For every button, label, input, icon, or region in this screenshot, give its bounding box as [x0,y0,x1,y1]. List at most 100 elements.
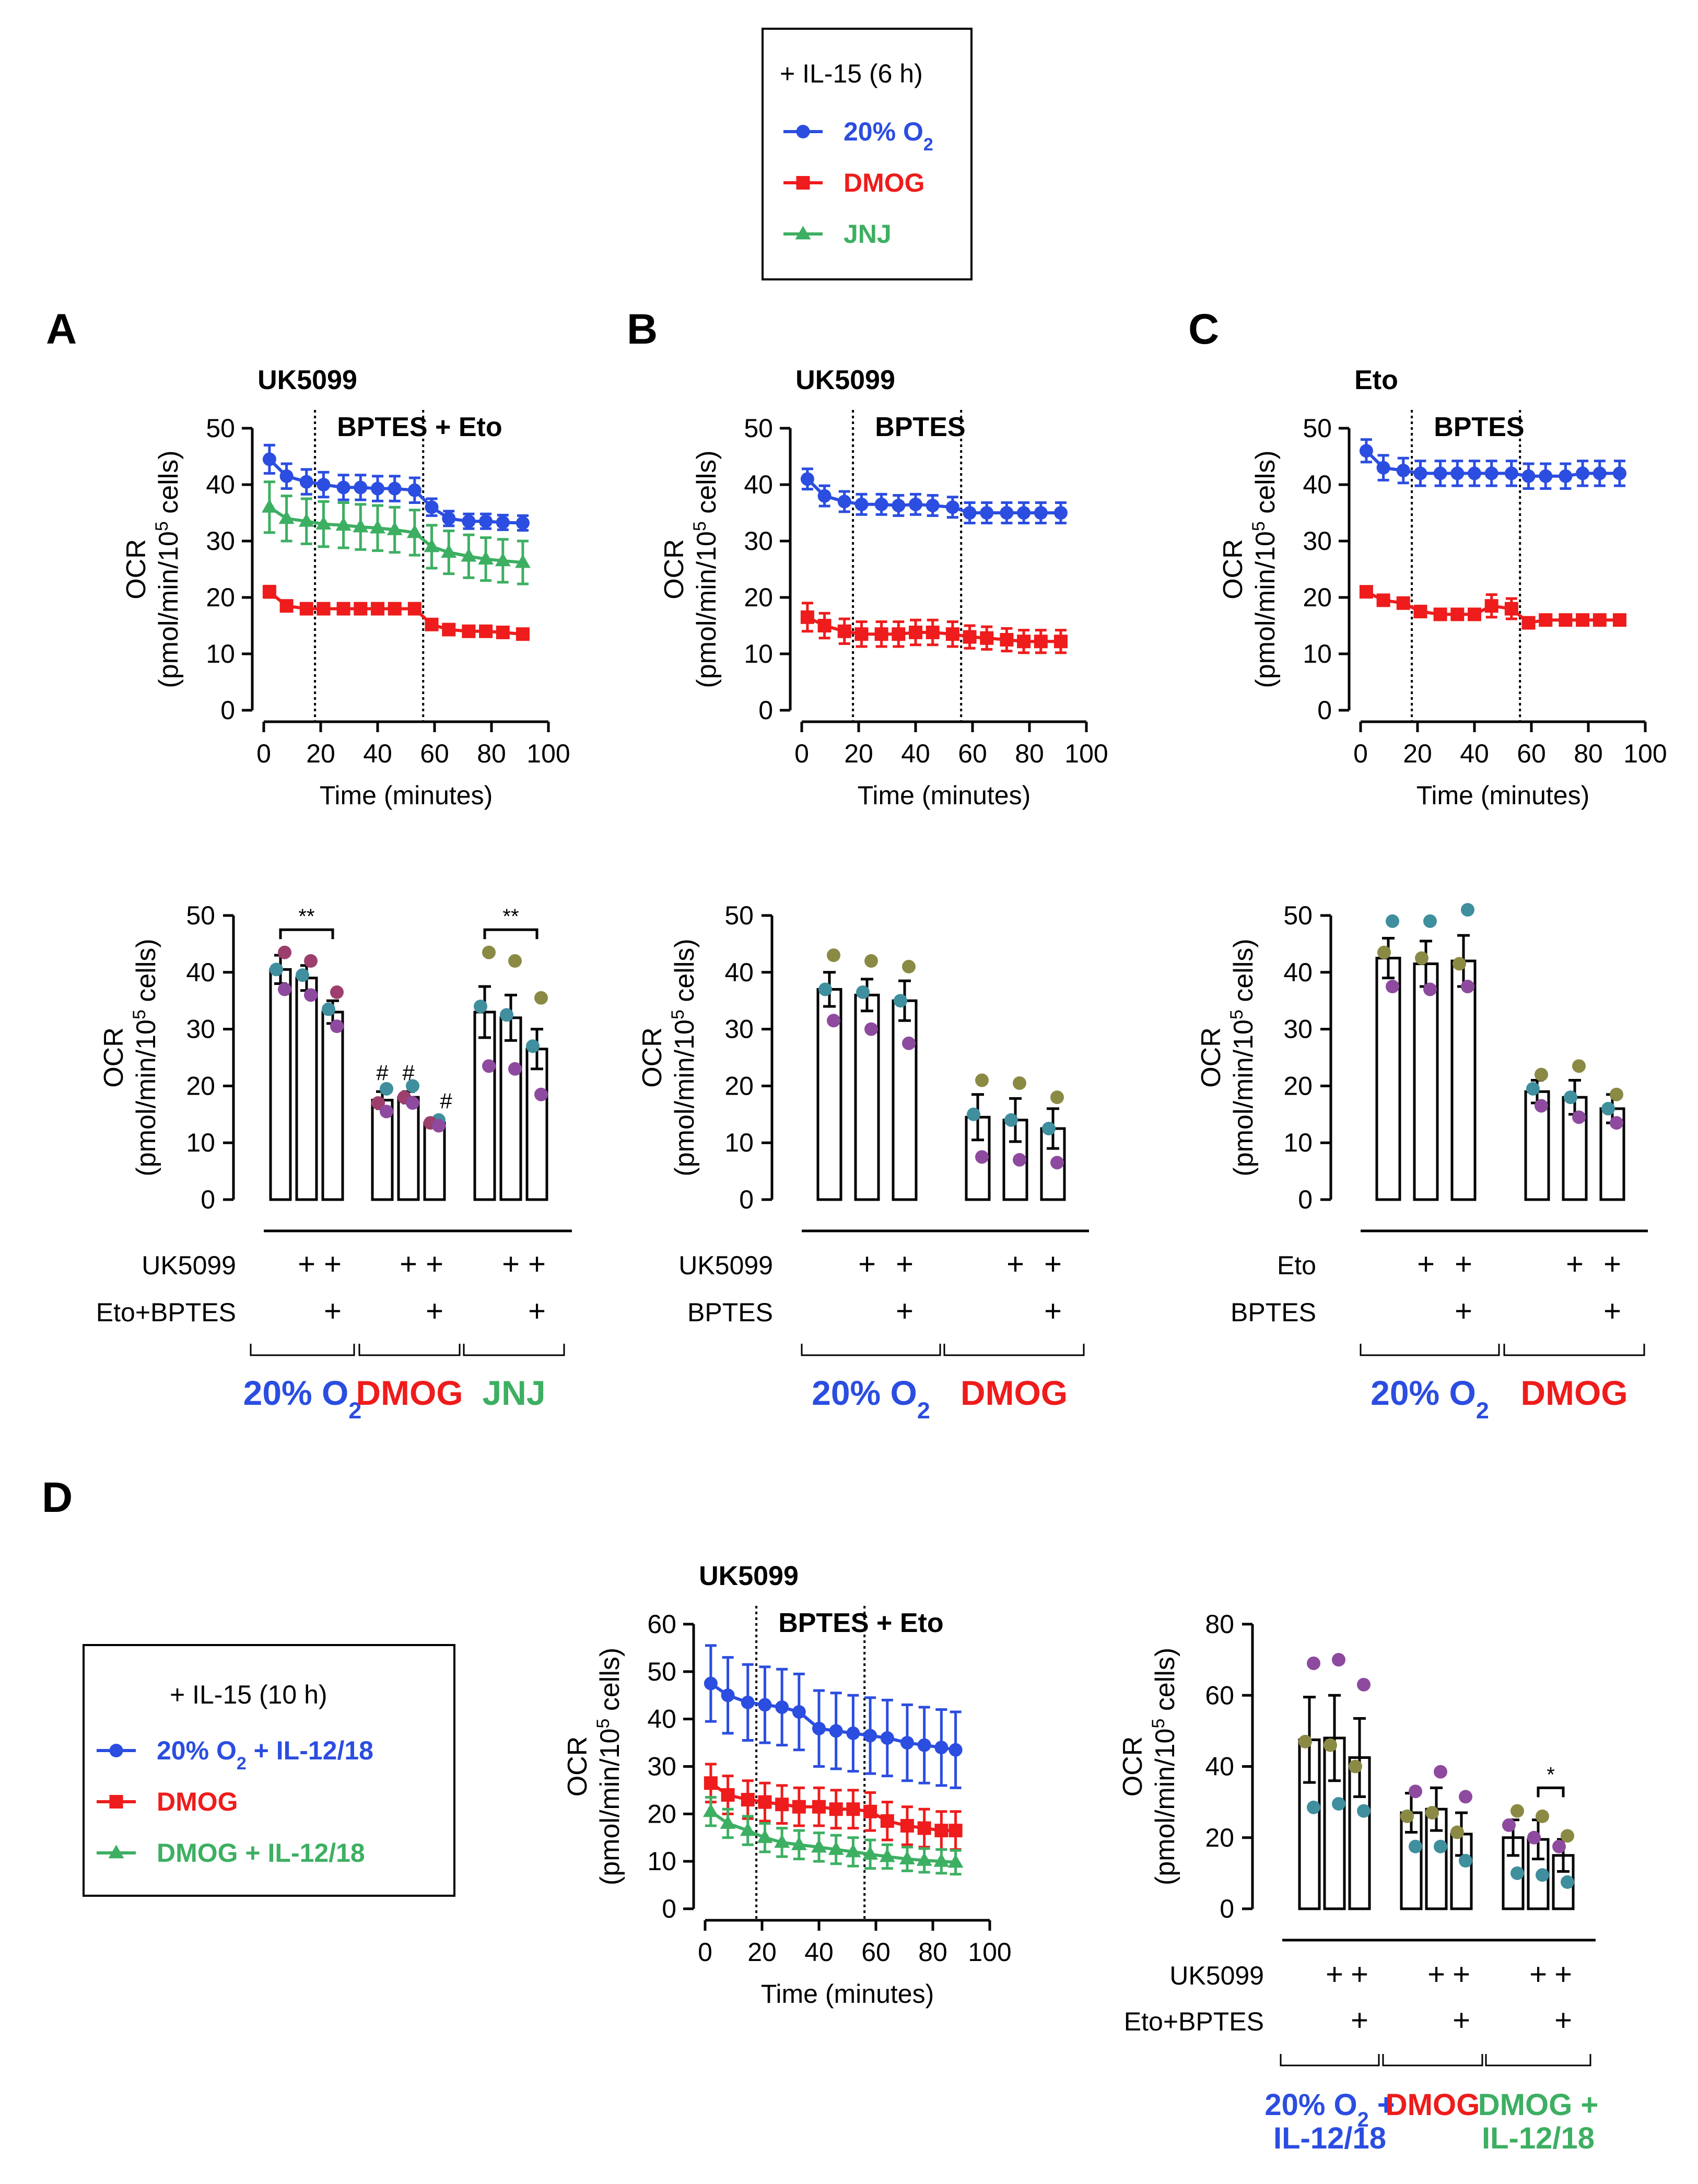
x-tick-label: 80 [1015,739,1044,768]
data-point [812,1800,826,1814]
data-point [371,482,384,496]
data-point [899,1851,915,1865]
data-point [371,602,384,616]
group-bracket [1485,2054,1591,2066]
data-point [261,499,277,513]
y-tick-label: 40 [206,470,235,499]
data-point [461,548,477,562]
data-point [299,475,313,489]
data-point [1413,605,1427,618]
data-point [1413,466,1427,480]
y-tick-label: 50 [1283,901,1313,930]
injection-label: UK5099 [795,365,895,395]
y-tick-label: 10 [1303,639,1332,668]
y-tick-label: 0 [220,696,235,725]
data-point [775,1700,789,1714]
units-sup: 5 [1149,1719,1168,1729]
series-JNJ [261,480,531,585]
group-bracket [358,1344,461,1356]
data-point [354,480,368,495]
replicate-dot [1459,1790,1472,1804]
data-point [1433,466,1447,480]
data-point [1000,506,1014,520]
replicate-dot [322,1002,335,1016]
row-plus: + [1603,1294,1621,1328]
row-plus: + [1006,1247,1024,1281]
row-plus: + [1529,1957,1547,1991]
data-point [980,631,994,645]
group-label-line2: IL-12/18 [1273,2121,1386,2155]
data-point [1612,613,1626,627]
data-point [1376,593,1390,607]
replicate-dot [474,1000,487,1014]
replicate-dot [1377,945,1391,959]
data-point [442,623,456,637]
significance-mark: # [440,1089,452,1113]
y-axis-label-units: (pmol/min/105 cells) [130,938,161,1176]
data-point [863,1804,877,1818]
y-axis-label-ocr: OCR [637,1027,668,1088]
data-point [811,1839,827,1853]
replicate-dot [856,985,870,999]
group-label-part: 2 [348,1397,361,1424]
panel-label-a: A [46,306,77,353]
group-label: DMOG [961,1373,1068,1412]
replicate-dot [1536,1868,1549,1882]
data-point [791,1836,807,1850]
y-tick-label: 10 [724,1128,754,1157]
legend-top-title: + IL-15 (6 h) [780,59,923,88]
row-plus: + [324,1294,342,1328]
y-axis-label-units: (pmol/min/105 cells) [152,450,184,688]
data-point [945,500,959,514]
units-part: cells) [692,450,722,521]
data-point [947,1854,964,1868]
y-axis-label: OCR (pmol/min/105 cells) [1218,450,1281,688]
units-part: cells) [1250,450,1281,521]
row-plus: + [1603,1247,1621,1281]
y-tick-label: 60 [1205,1681,1234,1710]
row-plus: + [896,1294,914,1328]
data-point [963,506,977,520]
row-plus: + [1554,2003,1572,2037]
replicate-dot [975,1073,989,1087]
panel-label-b: B [627,306,658,353]
data-point [1539,469,1553,483]
significance-label: ** [298,905,314,928]
replicate-dot [406,1079,419,1093]
replicate-dot [508,954,522,968]
data-point [479,514,493,529]
data-point [917,1738,931,1752]
x-tick-label: 60 [958,739,987,768]
y-axis-label: OCR (pmol/min/105 cells) [659,450,722,688]
data-point [370,520,385,534]
group-bracket [801,1344,941,1356]
data-point [335,517,352,531]
significance-mark: # [376,1060,389,1085]
data-point [948,1824,963,1838]
replicate-dot [1013,1076,1026,1090]
x-axis-label: Time (minutes) [761,1979,934,2009]
data-point [1359,444,1373,458]
bar-group-1: # # + # + + DMOG [356,1060,463,1412]
y-axis-label-ocr: OCR [121,539,151,600]
group-label-part: DMOG [961,1373,1068,1412]
row-plus: + [426,1247,443,1281]
y-tick-label: 50 [744,414,773,443]
units-sup: 5 [130,1009,149,1019]
legend-marker-square [109,1795,123,1809]
units-part: cells) [670,938,700,1009]
y-tick-label: 80 [1205,1610,1234,1639]
y-tick-label: 40 [647,1705,676,1734]
data-point [1576,613,1590,627]
row-plus: + [858,1247,876,1281]
y-tick-label: 10 [186,1128,215,1157]
data-point [462,624,476,638]
data-point [336,480,350,495]
group-label: 20% O2 [812,1373,930,1424]
data-point [854,627,869,641]
group-label: 20% O2 [243,1373,362,1424]
data-point [516,627,530,641]
y-tick-label: 20 [744,583,773,612]
replicate-dot [330,1019,344,1034]
row-plus: + [1417,1247,1435,1281]
